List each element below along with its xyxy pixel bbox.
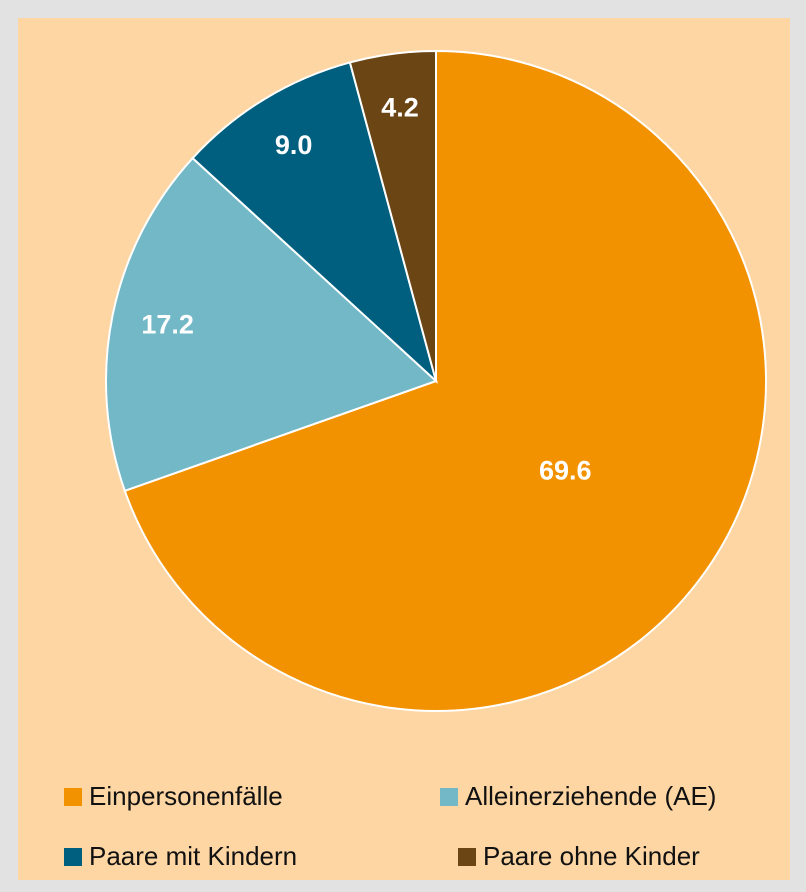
legend-label: Einpersonenfälle [89, 781, 283, 811]
legend-swatch [64, 788, 82, 806]
data-label: 69.6 [539, 456, 592, 486]
pie-slice [123, 49, 767, 712]
legend-label: Paare mit Kindern [89, 841, 297, 871]
pie-slice [191, 61, 438, 385]
legend-swatch [440, 788, 458, 806]
data-label: 9.0 [275, 130, 313, 160]
legend-swatch [458, 848, 476, 866]
legend-label: Paare ohne Kinder [483, 841, 700, 871]
legend-swatch [64, 848, 82, 866]
data-label: 4.2 [381, 93, 419, 123]
data-label: 17.2 [141, 309, 194, 339]
legend-label: Alleinerziehende (AE) [465, 781, 716, 811]
pie-slice [348, 49, 437, 382]
pie-slice [105, 156, 438, 493]
